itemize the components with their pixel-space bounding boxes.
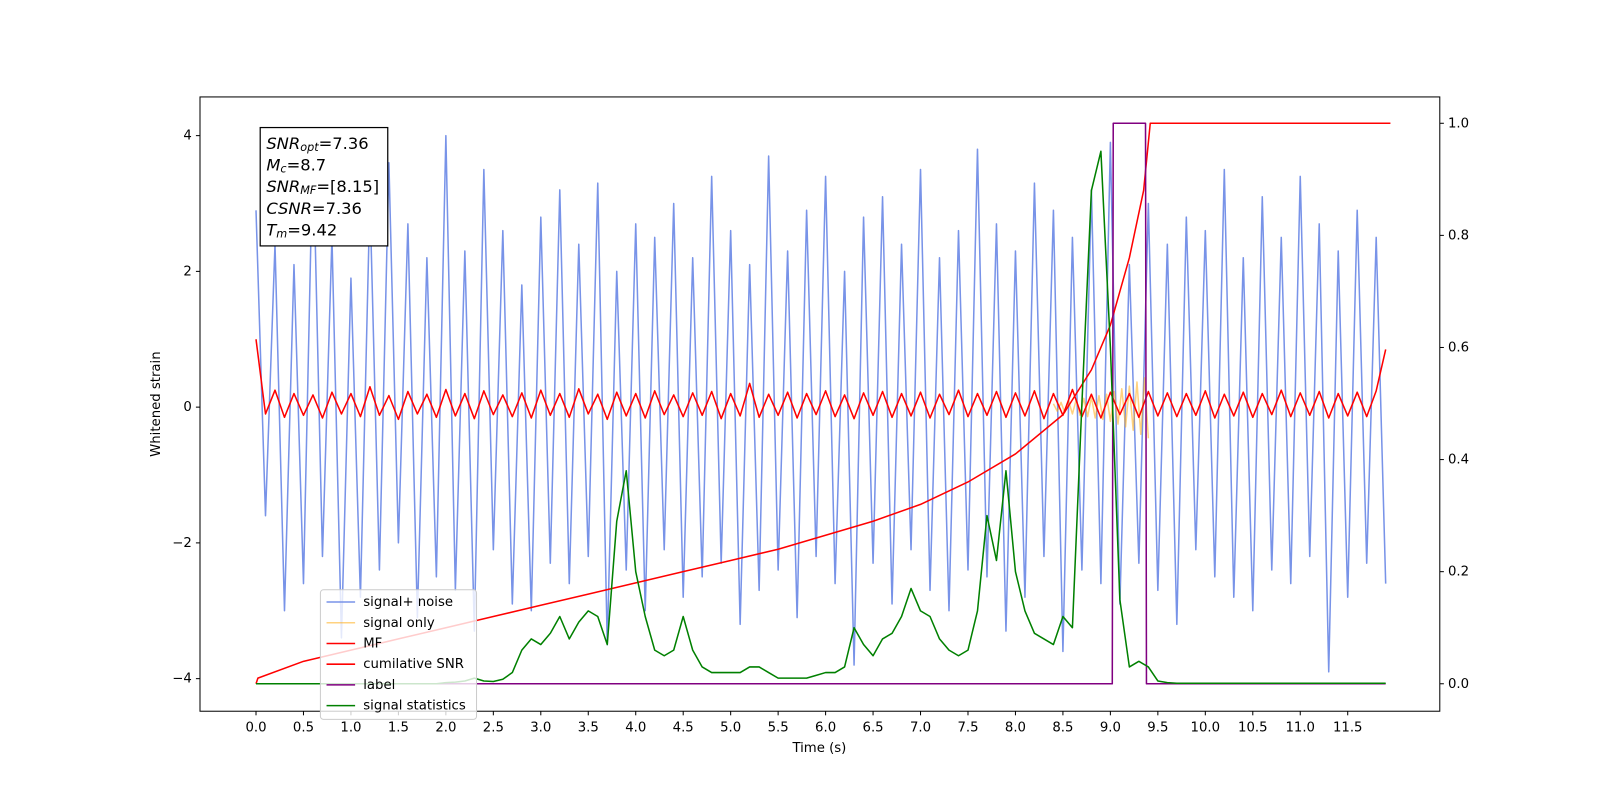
y-tick-label: −4 xyxy=(172,672,192,687)
annotation-subscript: MF xyxy=(300,184,317,197)
annotation-symbol: SNR xyxy=(266,177,300,196)
x-tick-label: 1.0 xyxy=(340,721,361,736)
annotation-symbol: CSNR xyxy=(266,198,312,217)
axes-frame xyxy=(199,96,1441,712)
annotation-subscript: c xyxy=(280,163,287,176)
x-tick-label: 6.5 xyxy=(863,721,884,736)
annotation-symbol: M xyxy=(266,155,280,174)
annotation: SNRopt=7.36 xyxy=(266,133,368,154)
x-tick-label: 1.5 xyxy=(388,721,409,736)
x-tick-label: 10.5 xyxy=(1238,721,1268,736)
y2-tick-label: 1.0 xyxy=(1448,116,1469,131)
x-tick-label: 4.5 xyxy=(673,721,694,736)
x-tick-label: 7.0 xyxy=(910,721,931,736)
y-tick-label: 2 xyxy=(183,264,191,279)
annotation-value: =[8.15] xyxy=(316,177,379,196)
x-tick-label: 7.5 xyxy=(957,721,978,736)
annotation-value: =8.7 xyxy=(287,155,327,174)
annotation: Mc=8.7 xyxy=(266,155,326,176)
annotation-value: =7.36 xyxy=(319,133,369,152)
annotation: Tm=9.42 xyxy=(266,220,337,241)
legend-label: label xyxy=(363,678,395,693)
x-tick-label: 3.5 xyxy=(578,721,599,736)
annotation-value: =9.42 xyxy=(287,220,337,239)
annotation-symbol: T xyxy=(266,220,278,239)
legend-label: MF xyxy=(363,636,382,651)
annotation-value: =7.36 xyxy=(312,198,362,217)
series-line xyxy=(1052,377,1150,439)
x-tick-label: 5.5 xyxy=(768,721,789,736)
y-tick-label: −2 xyxy=(172,536,192,551)
x-tick-label: 8.0 xyxy=(1005,721,1026,736)
x-tick-label: 2.5 xyxy=(483,721,504,736)
x-tick-label: 11.0 xyxy=(1285,721,1315,736)
x-tick-label: 3.0 xyxy=(530,721,551,736)
series-line xyxy=(255,339,1387,421)
series-line xyxy=(255,134,1387,673)
annotation-subscript: opt xyxy=(300,141,319,154)
x-tick-label: 5.0 xyxy=(720,721,741,736)
y2-tick-label: 0.4 xyxy=(1448,453,1469,468)
legend-label: signal+ noise xyxy=(363,595,453,610)
annotation-box xyxy=(259,126,389,247)
x-tick-label: 6.0 xyxy=(815,721,836,736)
x-tick-label: 0.0 xyxy=(245,721,266,736)
x-tick-label: 2.0 xyxy=(435,721,456,736)
annotation: CSNR=7.36 xyxy=(266,198,362,217)
y2-tick-label: 0.0 xyxy=(1448,677,1469,692)
x-tick-label: 9.0 xyxy=(1100,721,1121,736)
y-tick-label: 4 xyxy=(183,129,191,144)
y2-tick-label: 0.2 xyxy=(1448,565,1469,580)
y2-tick-label: 0.6 xyxy=(1448,340,1469,355)
x-tick-label: 10.0 xyxy=(1191,721,1221,736)
x-tick-label: 11.5 xyxy=(1333,721,1363,736)
y2-tick-label: 0.8 xyxy=(1448,228,1469,243)
y-axis-label: Whitened strain xyxy=(149,351,164,456)
y-tick-label: 0 xyxy=(183,400,191,415)
legend-label: cumilative SNR xyxy=(363,657,464,672)
x-axis-label: Time (s) xyxy=(791,741,846,756)
legend-box xyxy=(319,589,478,720)
legend-label: signal only xyxy=(363,616,435,631)
x-tick-label: 8.5 xyxy=(1052,721,1073,736)
x-tick-label: 0.5 xyxy=(293,721,314,736)
x-tick-label: 4.0 xyxy=(625,721,646,736)
annotation-symbol: SNR xyxy=(266,133,300,152)
legend-label: signal statistics xyxy=(363,699,466,714)
annotation: SNRMF=[8.15] xyxy=(266,177,379,198)
annotation-subscript: m xyxy=(276,227,287,240)
x-tick-label: 9.5 xyxy=(1147,721,1168,736)
